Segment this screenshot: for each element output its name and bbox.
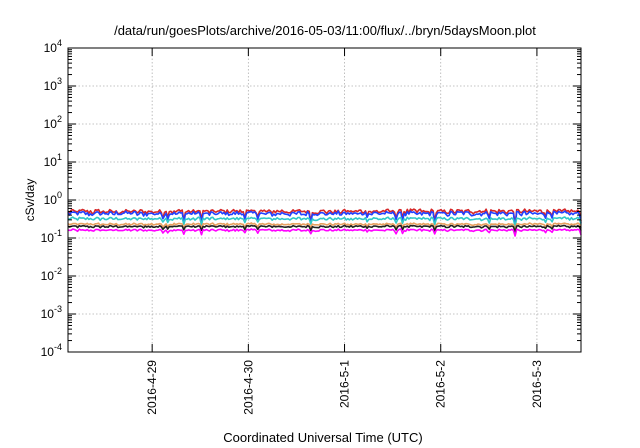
grid-lines (68, 48, 581, 352)
y-tick-label: 10-4 (41, 342, 62, 359)
y-axis-label: cSv/day (23, 179, 37, 222)
y-tick-label: 103 (44, 76, 62, 93)
y-tick-label: 102 (44, 114, 62, 131)
y-tick-label: 10-2 (41, 266, 62, 283)
x-axis-ticks: 2016-4-29 2016-4-30 2016-5-1 2016-5-2 2016-5… (145, 48, 544, 415)
data-series (67, 208, 582, 237)
x-tick-label: 2016-5-1 (338, 360, 352, 408)
series-line (67, 208, 582, 226)
y-tick-label: 10-3 (41, 304, 62, 321)
series-line (67, 216, 582, 228)
x-axis-label: Coordinated Universal Time (UTC) (223, 430, 422, 445)
x-tick-label: 2016-4-30 (241, 360, 255, 415)
y-tick-label: 104 (44, 38, 62, 55)
y-tick-label: 10-1 (41, 228, 62, 245)
series-line (67, 224, 582, 233)
x-tick-label: 2016-5-3 (530, 360, 544, 408)
series-line (67, 210, 582, 229)
x-tick-label: 2016-5-2 (434, 360, 448, 408)
chart-title: /data/run/goesPlots/archive/2016-05-03/1… (114, 23, 536, 38)
series-line (67, 228, 582, 237)
x-tick-label: 2016-4-29 (145, 360, 159, 415)
y-tick-label: 101 (44, 152, 62, 169)
y-tick-label: 100 (44, 190, 62, 207)
series-line (67, 222, 582, 231)
y-axis-ticks: 10-4 10-3 10-2 10-1 100 101 102 103 104 (41, 38, 581, 359)
